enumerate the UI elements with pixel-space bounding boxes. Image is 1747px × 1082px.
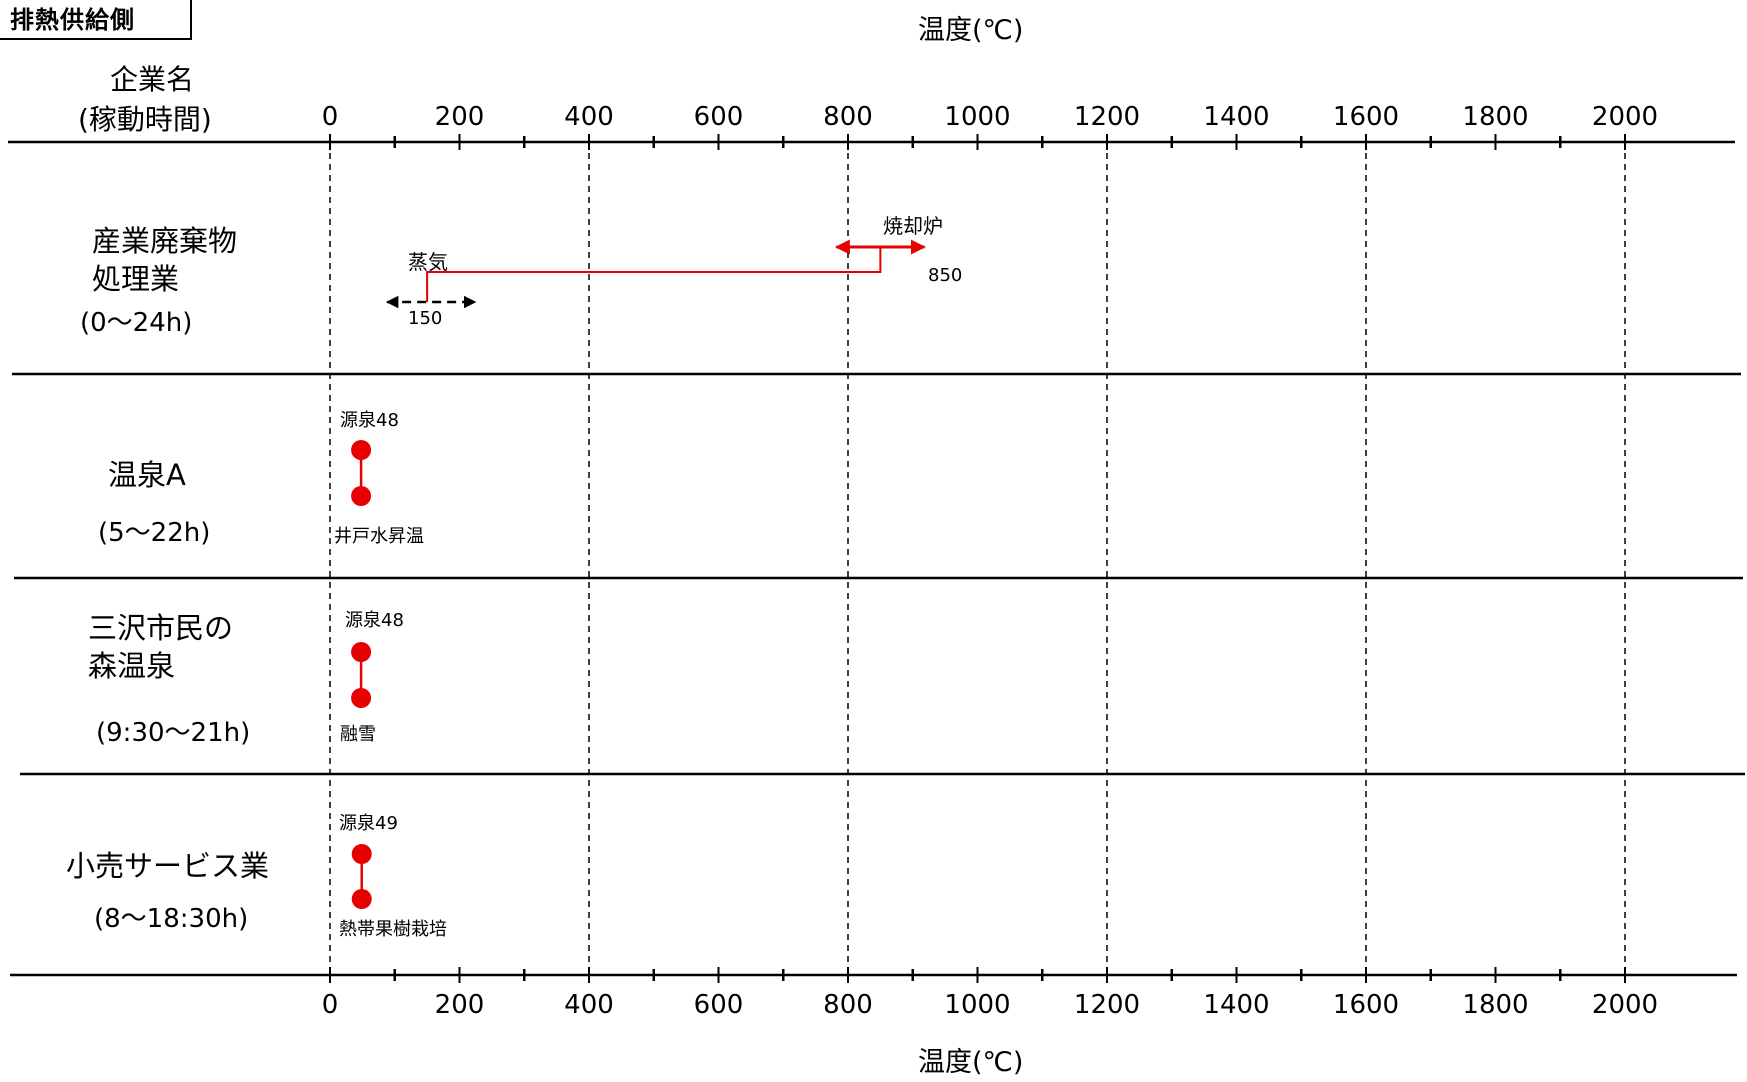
- top-tick-label-600: 600: [693, 102, 744, 132]
- bottom-tick-label-200: 200: [434, 990, 485, 1020]
- row-1-company-line-1: 産業廃棄物: [92, 224, 238, 258]
- top-tick-label-1600: 1600: [1332, 102, 1400, 132]
- row-4-hours: (8〜18:30h): [94, 904, 249, 934]
- row-1-high-label: 焼却炉: [883, 214, 943, 238]
- row-1-hours: (0〜24h): [80, 308, 193, 338]
- row-3-low-label: 融雪: [340, 724, 376, 745]
- row-4-low-label: 熱帯果樹栽培: [339, 919, 447, 940]
- bottom-tick-label-800: 800: [823, 990, 873, 1020]
- row-1-company-line-2: 処理業: [92, 262, 180, 296]
- row-4-company-line-1: 小売サービス業: [66, 849, 270, 883]
- row-3-hours: (9:30〜21h): [96, 718, 251, 748]
- bottom-tick-label-600: 600: [693, 990, 744, 1020]
- corner-label: 排熱供給側: [0, 0, 192, 40]
- top-tick-label-1200: 1200: [1073, 102, 1141, 132]
- row-3-company-line-1: 三沢市民の: [88, 611, 234, 645]
- bottom-axis-title: 温度(℃): [918, 1047, 1024, 1078]
- row-4-high-label: 源泉49: [339, 813, 398, 834]
- row-4-high-marker: [351, 844, 372, 864]
- top-tick-label-1800: 1800: [1462, 102, 1529, 132]
- top-axis-title: 温度(℃): [918, 15, 1024, 46]
- row-3-low-marker: [351, 688, 372, 708]
- top-tick-label-200: 200: [434, 102, 485, 132]
- row-2-high-marker: [351, 440, 372, 460]
- header-company-name: 企業名: [110, 63, 195, 96]
- bottom-tick-label-1400: 1400: [1203, 990, 1270, 1020]
- top-tick-label-400: 400: [564, 102, 614, 132]
- row-2-low-marker: [351, 486, 372, 506]
- bottom-tick-label-1600: 1600: [1332, 990, 1400, 1020]
- row-1-high-value: 850: [928, 265, 963, 286]
- bottom-tick-label-1800: 1800: [1462, 990, 1529, 1020]
- bottom-tick-label-2000: 2000: [1591, 990, 1659, 1020]
- row-1-connector-line: [426, 247, 882, 302]
- bottom-tick-label-1000: 1000: [944, 990, 1011, 1020]
- top-tick-label-1000: 1000: [944, 102, 1011, 132]
- row-4-low-marker: [351, 889, 372, 909]
- row-3-high-label: 源泉48: [345, 610, 404, 631]
- top-tick-label-800: 800: [823, 102, 873, 132]
- bottom-tick-label-1200: 1200: [1073, 990, 1141, 1020]
- row-1-low-label: 蒸気: [408, 250, 448, 274]
- bottom-tick-label-0: 0: [321, 990, 339, 1020]
- bottom-tick-label-400: 400: [564, 990, 614, 1020]
- top-tick-label-1400: 1400: [1203, 102, 1270, 132]
- row-3-high-marker: [351, 642, 372, 662]
- header-operating-hours: (稼動時間): [78, 103, 212, 136]
- row-2-company-line-1: 温泉A: [108, 458, 186, 492]
- row-2-low-label: 井戸水昇温: [334, 526, 424, 547]
- row-2-high-label: 源泉48: [340, 410, 399, 431]
- top-tick-label-0: 0: [321, 102, 339, 132]
- row-3-company-line-2: 森温泉: [88, 649, 176, 683]
- top-tick-label-2000: 2000: [1591, 102, 1659, 132]
- row-1-low-value: 150: [408, 308, 443, 329]
- row-2-hours: (5〜22h): [98, 518, 211, 548]
